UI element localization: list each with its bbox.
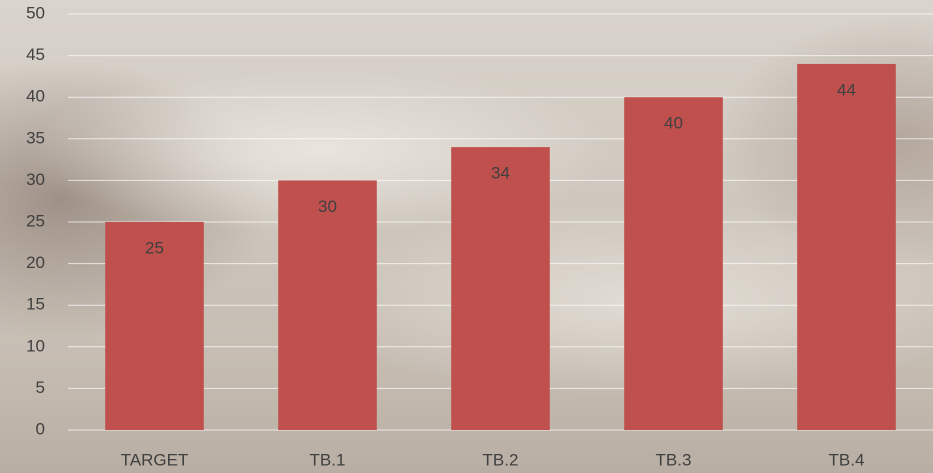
bar <box>451 147 550 430</box>
x-tick-label: TB.3 <box>656 450 692 469</box>
data-label: 30 <box>318 197 337 216</box>
y-tick-label: 15 <box>26 295 45 314</box>
x-tick-label: TB.2 <box>483 450 519 469</box>
x-tick-label: TARGET <box>121 450 189 469</box>
x-tick-label: TB.1 <box>310 450 346 469</box>
y-tick-label: 25 <box>26 211 45 230</box>
bar <box>278 180 377 430</box>
bar <box>624 97 723 430</box>
y-tick-label: 0 <box>36 419 45 438</box>
y-tick-label: 20 <box>26 253 45 272</box>
x-tick-label: TB.4 <box>829 450 865 469</box>
data-label: 40 <box>664 114 683 133</box>
data-label: 34 <box>491 164 510 183</box>
y-tick-label: 50 <box>26 3 45 22</box>
y-tick-label: 45 <box>26 45 45 64</box>
data-label: 25 <box>145 238 164 257</box>
y-tick-label: 35 <box>26 128 45 147</box>
y-tick-label: 30 <box>26 170 45 189</box>
data-label: 44 <box>837 80 856 99</box>
y-tick-label: 40 <box>26 87 45 106</box>
y-tick-label: 5 <box>36 378 45 397</box>
y-tick-label: 10 <box>26 336 45 355</box>
bar <box>797 64 896 430</box>
chart: 0 5 10 15 20 25 30 35 40 45 50 TARGET 25 TB.1 30 TB.2 34… <box>0 0 933 473</box>
